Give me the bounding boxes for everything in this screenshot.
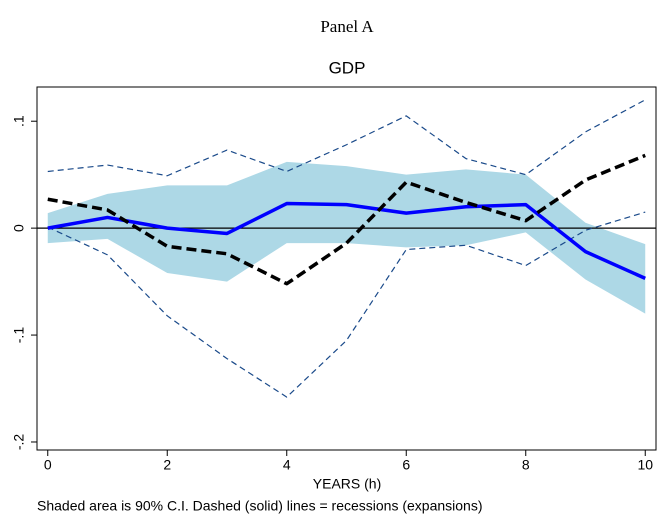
y-tick-label: 0 bbox=[11, 224, 27, 232]
y-tick-label: -.2 bbox=[11, 434, 27, 451]
plot-frame bbox=[36, 86, 657, 451]
ci-band bbox=[47, 161, 646, 314]
x-tick-label: 2 bbox=[163, 457, 171, 473]
chart-title: GDP bbox=[329, 58, 366, 77]
y-tick-label: .1 bbox=[11, 115, 27, 127]
line-series bbox=[47, 201, 646, 280]
line-series bbox=[47, 99, 646, 177]
y-tick-label: -.1 bbox=[11, 327, 27, 344]
x-tick-label: 0 bbox=[44, 457, 52, 473]
note: Shaded area is 90% C.I. Dashed (solid) l… bbox=[37, 498, 483, 514]
x-axis-label: YEARS (h) bbox=[313, 476, 381, 492]
line-series bbox=[47, 211, 646, 398]
x-tick-label: 10 bbox=[637, 457, 653, 473]
x-tick-label: 6 bbox=[402, 457, 410, 473]
line-series bbox=[47, 153, 646, 286]
x-tick-label: 8 bbox=[522, 457, 530, 473]
panel-label: Panel A bbox=[320, 17, 374, 36]
x-tick-label: 4 bbox=[283, 457, 291, 473]
